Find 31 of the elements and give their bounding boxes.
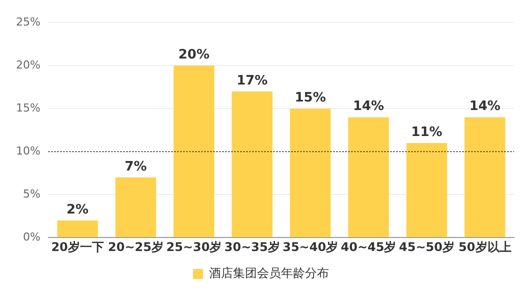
data-label: 15%	[294, 90, 326, 106]
bar	[406, 143, 448, 238]
x-tick-label: 30~35岁	[224, 240, 280, 254]
data-label: 14%	[469, 99, 500, 114]
y-tick-label: 5%	[22, 187, 40, 200]
bar	[464, 117, 506, 238]
y-tick-label: 15%	[16, 101, 40, 114]
data-label: 11%	[411, 124, 442, 140]
x-tick-label: 20岁一下	[51, 240, 104, 254]
x-tick-label: 25~30岁	[166, 240, 222, 254]
y-tick-label: 25%	[16, 15, 40, 28]
bar	[174, 66, 214, 238]
x-tick-label: 50岁以上	[458, 240, 512, 254]
y-tick-label: 0%	[22, 230, 40, 244]
data-label: 2%	[66, 202, 89, 218]
data-label: 7%	[124, 159, 147, 174]
y-tick-label: 20%	[16, 58, 40, 72]
bar	[348, 117, 389, 238]
x-tick-label: 20~25岁	[108, 240, 164, 254]
data-label: 17%	[236, 73, 268, 88]
x-tick-label: 40~45岁	[340, 240, 396, 254]
bar	[115, 177, 156, 238]
x-tick-label: 35~40岁	[282, 240, 338, 254]
bar	[57, 220, 98, 238]
bar	[232, 91, 272, 238]
bar	[290, 108, 331, 238]
y-tick-label: 10%	[16, 144, 40, 158]
data-label: 14%	[352, 99, 384, 114]
legend-label: 酒店集团会员年龄分布	[209, 266, 329, 280]
data-label: 20%	[178, 47, 210, 62]
x-tick-label: 45~50岁	[398, 240, 454, 254]
